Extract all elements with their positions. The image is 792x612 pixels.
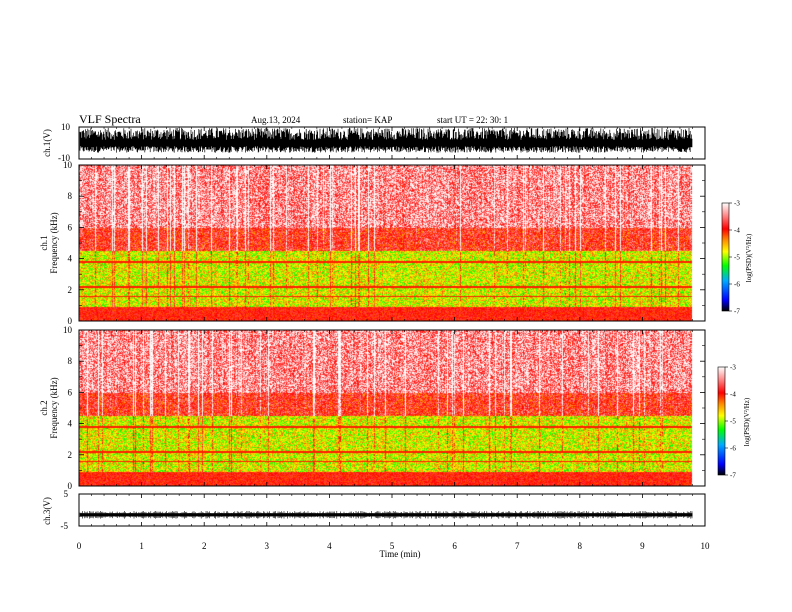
- colorbar-tick-label: -3: [730, 364, 736, 372]
- ytick-label: 2: [68, 450, 73, 460]
- header-date: Aug.13, 2024: [251, 115, 301, 125]
- ch2-spectrogram-ylabel-channel: ch.2: [39, 400, 49, 415]
- ch1-ytick-bottom: -10: [58, 153, 70, 163]
- spectrogram-raster: [79, 330, 705, 486]
- colorbar-tick-label: -3: [734, 200, 740, 208]
- colorbar-tick-label: -7: [734, 308, 740, 316]
- ch3-ytick-bottom: -5: [61, 521, 69, 531]
- time-tick-label: 4: [327, 541, 332, 551]
- ch1-spectrogram-xticks: [78, 165, 706, 321]
- ch1-spectrogram-image: [79, 165, 705, 321]
- ch3-waveform-ylabel: ch.3(V): [42, 497, 52, 525]
- ytick-label: 4: [68, 419, 73, 429]
- ytick-label: 8: [68, 356, 73, 366]
- time-tick-label: 5: [390, 541, 395, 551]
- ch1-spectrogram-ylabel-frequency: Frequency (kHz): [49, 212, 59, 273]
- ytick-label: 6: [68, 222, 73, 232]
- ch1-ytick-top: 10: [61, 122, 71, 132]
- colorbar-tick-label: -6: [730, 445, 736, 453]
- ch3-waveform-panel: 5 -5 ch.3(V) 0 1 2 3 4 5 6 7 8 9 10 Time (min): [42, 489, 710, 559]
- ch2-colorbar-ticks: -3 -4 -5 -6 -7: [725, 364, 736, 480]
- header-start-time: start UT = 22: 30: 1: [437, 115, 508, 125]
- ch2-spectrogram-yticks: 0 2 4 6 8 10: [63, 325, 705, 491]
- ytick-label: 10: [63, 325, 73, 335]
- figure-title: VLF Spectra: [79, 112, 141, 126]
- time-tick-label: 10: [701, 541, 711, 551]
- time-axis-tick-labels: 0 1 2 3 4 5 6 7 8 9 10: [77, 541, 710, 551]
- ytick-label: 10: [63, 160, 73, 170]
- time-tick-label: 9: [640, 541, 645, 551]
- colorbar-tick-label: -4: [730, 391, 736, 399]
- spectrogram-raster: [79, 165, 705, 321]
- time-tick-label: 1: [139, 541, 144, 551]
- ch1-waveform-trace: [79, 127, 693, 153]
- ch1-colorbar-label: log(PSD)(V²/Hz): [745, 233, 753, 282]
- time-axis-label: Time (min): [380, 549, 421, 559]
- ch1-waveform-panel: 10 -10 ch.1(V): [42, 122, 706, 163]
- time-tick-label: 3: [265, 541, 270, 551]
- ch2-colorbar: [717, 366, 726, 476]
- ch3-waveform-trace: [79, 511, 693, 519]
- header-station: station= KAP: [343, 115, 392, 125]
- colorbar-tick-label: -5: [730, 418, 736, 426]
- ytick-label: 4: [68, 254, 73, 264]
- ch1-waveform-xticks: [78, 127, 706, 159]
- ch3-waveform-frame: [78, 493, 706, 527]
- ytick-label: 0: [68, 481, 73, 491]
- time-tick-label: 7: [515, 541, 520, 551]
- ytick-label: 2: [68, 285, 73, 295]
- ytick-label: 0: [68, 316, 73, 326]
- colorbar-tick-label: -6: [734, 281, 740, 289]
- ytick-label: 6: [68, 387, 73, 397]
- colorbar-tick-label: -5: [734, 254, 740, 262]
- ch1-colorbar: [721, 202, 730, 312]
- ch1-spectrogram-ylabel-channel: ch.1: [39, 235, 49, 250]
- ch3-waveform-jitter: [79, 511, 693, 519]
- time-tick-label: 8: [578, 541, 583, 551]
- ch1-colorbar-ticks: -3 -4 -5 -6 -7: [729, 200, 740, 316]
- time-tick-label: 2: [202, 541, 207, 551]
- time-axis-ticks: [78, 494, 706, 526]
- ch1-waveform-line: [79, 127, 693, 153]
- ytick-label: 8: [68, 191, 73, 201]
- time-tick-label: 6: [452, 541, 457, 551]
- ch2-spectrogram-image: [79, 330, 705, 486]
- time-tick-label: 0: [77, 541, 82, 551]
- ch2-spectrogram-ylabel-frequency: Frequency (kHz): [49, 377, 59, 438]
- ch1-spectrogram-yticks: 0 2 4 6 8 10: [63, 160, 705, 326]
- ch1-waveform-ylabel: ch.1(V): [42, 129, 52, 157]
- colorbar-tick-label: -4: [734, 227, 740, 235]
- colorbar-tick-label: -7: [730, 472, 736, 480]
- ch3-ytick-top: 5: [64, 489, 69, 499]
- ch2-spectrogram-xticks: [78, 330, 706, 486]
- ch2-colorbar-label: log(PSD)(V²/Hz): [743, 397, 751, 446]
